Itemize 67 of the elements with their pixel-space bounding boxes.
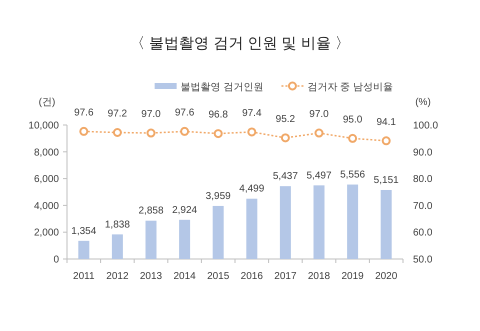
x-tick-label: 2019	[341, 271, 364, 282]
point	[314, 128, 324, 138]
x-tick-label: 2015	[207, 271, 230, 282]
point	[247, 127, 256, 136]
data-label: 2,924	[172, 204, 198, 216]
data-label: 95.2	[276, 114, 296, 125]
x-tick-label: 2011	[73, 271, 95, 282]
y-tick-label: 6,000	[34, 174, 60, 186]
point	[112, 128, 122, 138]
y2-tick-label: 100.0	[413, 120, 438, 132]
bar	[280, 186, 291, 259]
data-label: 97.0	[141, 109, 162, 120]
y2-tick-label: 80.0	[413, 174, 433, 186]
data-label: 2,858	[138, 206, 164, 217]
data-label: 97.6	[174, 107, 195, 118]
legend-label: 불법촬영 검거인원	[180, 82, 264, 93]
bar	[212, 206, 224, 259]
x-tick-label: 2018	[308, 271, 331, 282]
bar	[380, 190, 392, 259]
bar	[347, 184, 358, 259]
data-label: 5,437	[272, 171, 298, 182]
data-label: 97.2	[108, 108, 128, 120]
data-label: 3,959	[206, 190, 232, 202]
x-tick-label: 2012	[106, 271, 129, 282]
data-label: 4,499	[239, 184, 265, 195]
data-label: 96.8	[208, 110, 228, 121]
bar	[314, 185, 324, 259]
data-label: 5,151	[374, 174, 400, 186]
y-tick-label: 4,000	[34, 200, 60, 212]
x-tick-label: 2017	[274, 271, 297, 282]
bar	[78, 240, 90, 259]
point	[280, 133, 290, 142]
data-label: 5,497	[306, 170, 332, 182]
ylabel: (건)	[38, 97, 56, 108]
bar	[146, 220, 156, 259]
data-label: 1,838	[104, 219, 130, 230]
x-tick-label: 2013	[140, 271, 163, 282]
y-tick-label: 0	[53, 254, 60, 266]
y2-tick-label: 60.0	[413, 228, 433, 239]
data-label: 97.6	[74, 107, 94, 118]
bar	[179, 220, 190, 259]
x-tick-label: 2014	[173, 271, 196, 282]
x-tick-label: 2016	[240, 271, 264, 282]
point	[382, 136, 391, 146]
data-label: 97.0	[309, 109, 330, 120]
y-tick-label: 10,000	[28, 120, 60, 132]
y-tick-label: 2,000	[34, 228, 60, 239]
title: 〈 불법촬영 검거 인원 및 비율 〉	[130, 35, 350, 52]
y2label: (%)	[415, 97, 431, 108]
x-tick-label: 2020	[375, 271, 398, 282]
y2-tick-label: 70.0	[413, 200, 433, 212]
bar	[112, 234, 123, 259]
point	[214, 129, 223, 138]
point	[79, 126, 88, 136]
y2-tick-label: 50.0	[413, 254, 433, 266]
point	[348, 134, 358, 143]
data-label: 97.4	[242, 108, 262, 119]
legend-label: 검거자 중 남성비율	[307, 82, 393, 93]
data-label: 95.0	[342, 114, 363, 126]
y2-tick-label: 90.0	[413, 147, 433, 158]
y-tick-label: 8,000	[34, 147, 60, 158]
data-label: 94.1	[376, 116, 396, 128]
data-label: 1,354	[71, 226, 97, 237]
data-label: 5,556	[340, 170, 366, 181]
point	[146, 128, 156, 138]
bar	[246, 198, 258, 259]
point	[180, 126, 190, 136]
